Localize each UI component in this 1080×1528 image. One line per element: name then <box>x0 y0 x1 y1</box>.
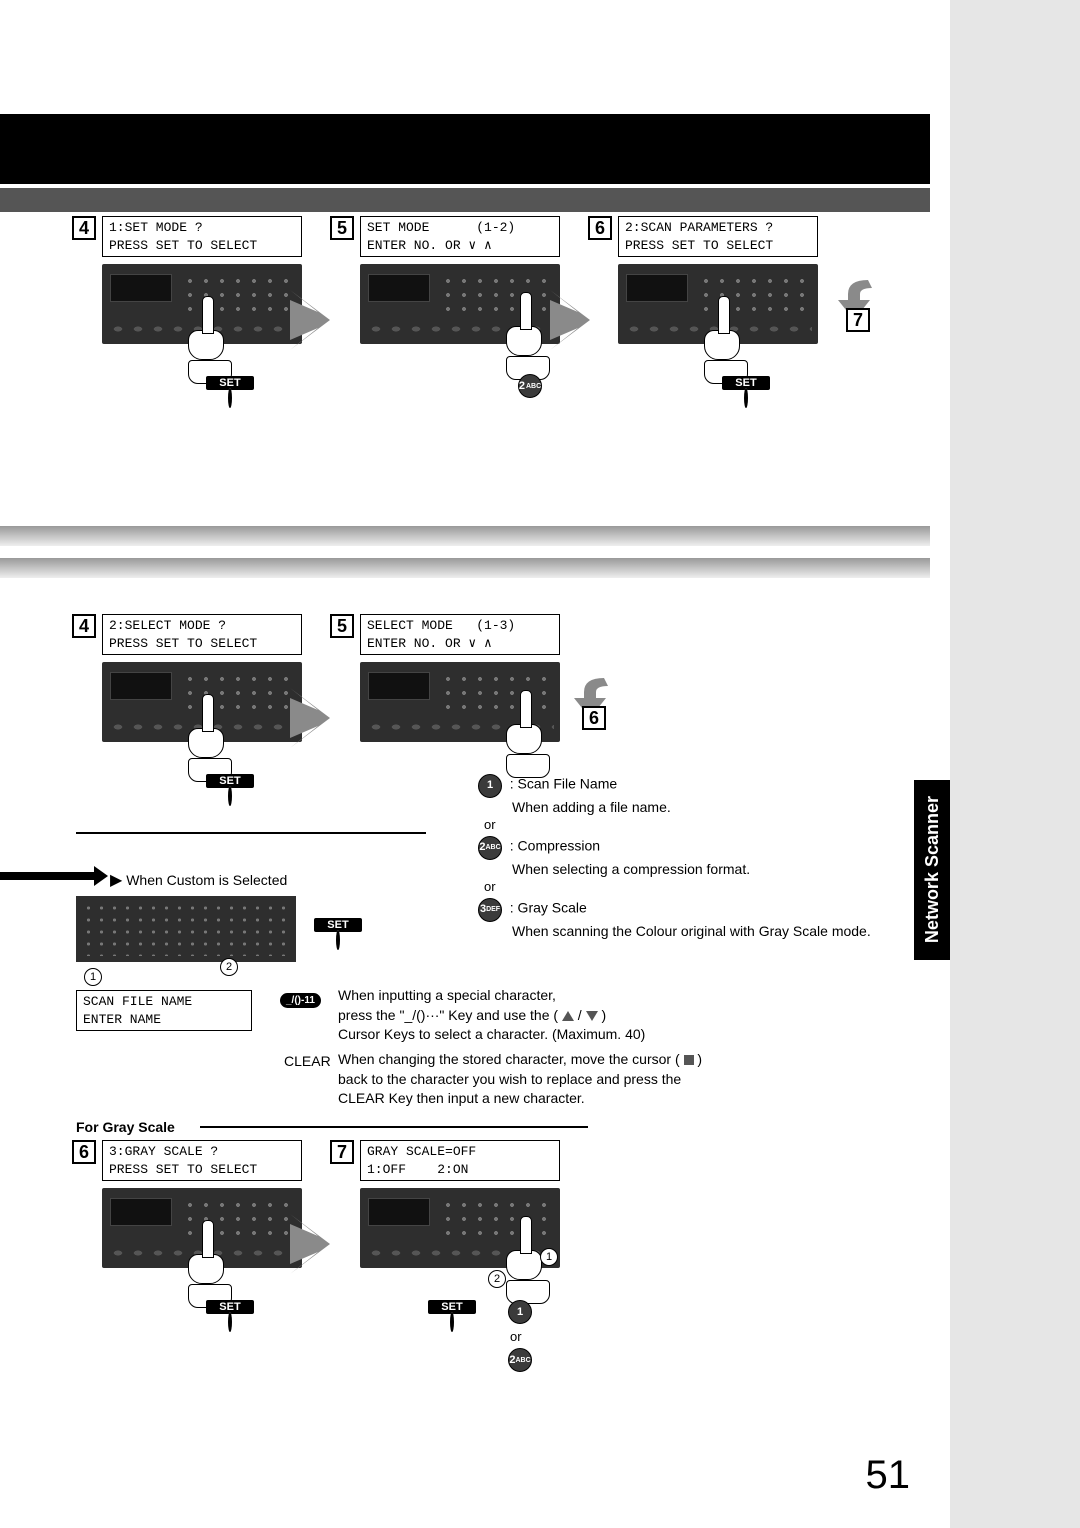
lcd-display: GRAY SCALE=OFF 1:OFF 2:ON <box>360 1140 560 1181</box>
option-title: : Scan File Name <box>510 775 617 791</box>
lcd-display: 3:GRAY SCALE ? PRESS SET TO SELECT <box>102 1140 302 1181</box>
custom-para-1: When inputting a special character, pres… <box>338 986 858 1045</box>
step-number: 6 <box>588 216 612 240</box>
numeric-key-label: 1 <box>508 1300 532 1324</box>
title-stripe-black <box>0 114 930 184</box>
set-key: SET <box>202 774 258 804</box>
step-number-7: 7 <box>846 308 870 332</box>
arrow-right <box>550 290 590 350</box>
hand-icon <box>506 1216 546 1286</box>
pointer-bar <box>0 872 100 880</box>
custom-para-2: When changing the stored character, move… <box>338 1050 878 1109</box>
lcd-display: 2:SELECT MODE ? PRESS SET TO SELECT <box>102 614 302 655</box>
option-desc: When selecting a compression format. <box>512 860 750 880</box>
special-key-label: _/()-11 <box>280 993 321 1008</box>
clear-key-label: CLEAR <box>280 1052 335 1070</box>
set-key: SET <box>202 376 258 406</box>
title-stripe-gray <box>0 188 930 212</box>
row2-step4: 4 2:SELECT MODE ? PRESS SET TO SELECT SE… <box>72 614 312 638</box>
step-number: 4 <box>72 216 96 240</box>
arrow-right <box>290 290 330 350</box>
option-desc: When scanning the Colour original with G… <box>512 922 871 942</box>
clear-key: CLEAR <box>280 1052 335 1074</box>
device-panel-wide <box>76 896 296 962</box>
divider-fade-1 <box>0 526 930 546</box>
custom-heading: ▶ When Custom is Selected <box>110 870 287 892</box>
set-key: SET <box>202 1300 258 1330</box>
numeric-key-label: 3DEF <box>478 898 502 922</box>
step-number: 4 <box>72 614 96 638</box>
page-margin-right <box>950 0 1080 1528</box>
step-number: 5 <box>330 216 354 240</box>
grayscale-step6: 6 3:GRAY SCALE ? PRESS SET TO SELECT SET <box>72 1140 312 1164</box>
lcd-display: SELECT MODE (1-3) ENTER NO. OR ∨ ∧ <box>360 614 560 655</box>
set-key-oval <box>744 388 748 408</box>
step-number: 7 <box>330 1140 354 1164</box>
row1-step4: 4 1:SET MODE ? PRESS SET TO SELECT SET <box>72 216 312 240</box>
set-key: SET <box>718 376 774 406</box>
option-2: 2ABC : Compression When selecting a comp… <box>478 836 908 880</box>
option-title: : Gray Scale <box>510 899 587 915</box>
lcd-display: 2:SCAN PARAMETERS ? PRESS SET TO SELECT <box>618 216 818 257</box>
divider-fade-2 <box>0 558 930 578</box>
lcd-display: 1:SET MODE ? PRESS SET TO SELECT <box>102 216 302 257</box>
or-text: or <box>484 878 496 896</box>
lcd-display: SET MODE (1-2) ENTER NO. OR ∨ ∧ <box>360 216 560 257</box>
section-tab-label: Network Scanner <box>922 796 943 943</box>
numeric-key-label: 2ABC <box>518 374 542 398</box>
step-number: 6 <box>72 1140 96 1164</box>
hand-icon <box>188 296 228 366</box>
set-key: SET <box>424 1300 480 1330</box>
option-title: : Compression <box>510 837 600 853</box>
callout-2: 2 <box>220 958 238 976</box>
row1-step5: 5 SET MODE (1-2) ENTER NO. OR ∨ ∧ 2ABC <box>330 216 570 240</box>
numeric-key-2: 2ABC <box>518 374 542 398</box>
section-tab: Network Scanner <box>914 780 950 960</box>
numeric-key-label: 2ABC <box>478 836 502 860</box>
or-text: or <box>510 1328 522 1346</box>
or-text: or <box>484 816 496 834</box>
set-key: SET <box>310 918 366 948</box>
set-key-oval <box>228 388 232 408</box>
arrow-right <box>290 1214 330 1274</box>
step-number: 5 <box>330 614 354 638</box>
grayscale-step7: 7 GRAY SCALE=OFF 1:OFF 2:ON 1 2 SET 1 or… <box>330 1140 570 1164</box>
pointer-head <box>94 866 108 886</box>
callout-1: 1 <box>540 1248 558 1266</box>
step-number-6b: 6 <box>582 706 606 730</box>
numeric-key-label: 1 <box>478 774 502 798</box>
option-desc: When adding a file name. <box>512 798 671 818</box>
set-key-oval <box>228 786 232 806</box>
row2-step5: 5 SELECT MODE (1-3) ENTER NO. OR ∨ ∧ <box>330 614 570 638</box>
rule <box>76 832 426 834</box>
hand-icon <box>188 1220 228 1290</box>
option-1: 1 : Scan File Name When adding a file na… <box>478 774 908 818</box>
numeric-key-label: 2ABC <box>508 1348 532 1372</box>
callout-2: 2 <box>488 1270 506 1288</box>
special-key: _/()-11 <box>280 990 321 1008</box>
hand-icon <box>506 690 546 760</box>
rule <box>200 1126 588 1128</box>
grayscale-heading: For Gray Scale <box>76 1118 175 1138</box>
option-3: 3DEF : Gray Scale When scanning the Colo… <box>478 898 908 942</box>
hand-icon <box>506 292 546 362</box>
callout-1: 1 <box>84 968 102 986</box>
numeric-key-2: 2ABC <box>508 1348 532 1372</box>
hand-icon <box>704 296 744 366</box>
hand-icon <box>188 694 228 764</box>
lcd-display: SCAN FILE NAME ENTER NAME <box>76 990 252 1031</box>
row1-step6: 6 2:SCAN PARAMETERS ? PRESS SET TO SELEC… <box>588 216 828 240</box>
page-number: 51 <box>866 1453 911 1498</box>
arrow-right <box>290 688 330 748</box>
numeric-key-1: 1 <box>508 1300 532 1324</box>
